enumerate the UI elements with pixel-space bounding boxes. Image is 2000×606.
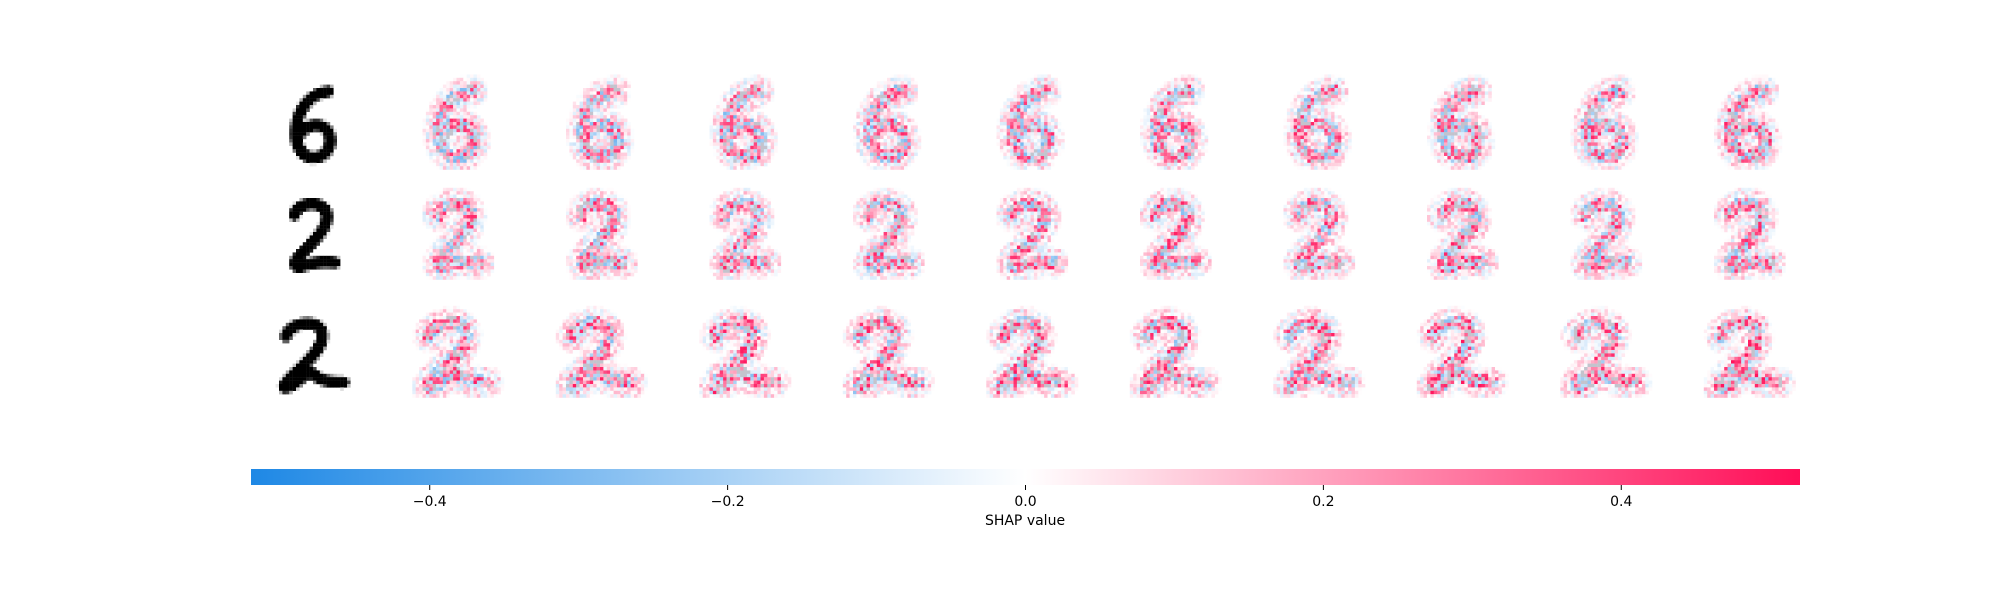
shap-explanation-image xyxy=(709,187,782,280)
shap-explanation-image xyxy=(1560,305,1653,398)
shap-explanation-image xyxy=(1129,305,1222,398)
shap-explanation-image xyxy=(1427,187,1499,280)
input-digit-image xyxy=(289,198,341,273)
shap-explanation-image xyxy=(1283,187,1356,280)
shap-explanation-image xyxy=(996,187,1069,280)
colorbar-label: SHAP value xyxy=(985,513,1065,529)
colorbar-tick-label: 0.2 xyxy=(1312,494,1334,510)
shap-explanation-image xyxy=(1273,305,1366,398)
shap-explanation-image xyxy=(842,305,935,398)
shap-explanation-image xyxy=(986,305,1079,398)
input-digit-image xyxy=(289,84,337,167)
shap-explanation-image xyxy=(1283,74,1352,170)
shap-explanation-image xyxy=(853,74,922,170)
colorbar-tick-label: −0.2 xyxy=(711,494,745,510)
shap-explanation-image xyxy=(1140,187,1212,280)
shap-explanation-image xyxy=(1570,74,1639,170)
shap-explanation-image xyxy=(422,187,495,280)
shap-explanation-image xyxy=(555,305,648,398)
shap-explanation-image xyxy=(1703,305,1796,398)
shap-explanation-image xyxy=(853,187,925,280)
shap-explanation-image xyxy=(1714,74,1783,170)
shap-explanation-image xyxy=(1427,74,1496,170)
shap-explanation-image xyxy=(412,305,505,398)
shap-explanation-image xyxy=(422,74,491,170)
shap-explanation-image xyxy=(699,305,792,398)
colorbar-tick-label: 0.4 xyxy=(1610,494,1632,510)
colorbar-tick-label: −0.4 xyxy=(413,494,447,510)
shap-explanation-image xyxy=(709,74,778,170)
colorbar: −0.4 −0.2 0.0 0.2 0.4 SHAP value xyxy=(251,469,1800,529)
shap-explanation-image xyxy=(1714,187,1786,280)
shap-explanation-image xyxy=(1140,74,1209,170)
colorbar-bar xyxy=(251,469,1800,485)
image-grid xyxy=(275,74,1796,398)
shap-explanation-image xyxy=(1570,187,1643,280)
shap-explanation-image xyxy=(1416,305,1509,398)
input-digit-image xyxy=(275,316,351,395)
colorbar-tick-label: 0.0 xyxy=(1014,494,1036,510)
colorbar-ticks: −0.4 −0.2 0.0 0.2 0.4 xyxy=(413,485,1632,510)
shap-explanation-image xyxy=(566,187,638,280)
shap-explanation-image xyxy=(996,74,1065,170)
shap-explanation-image xyxy=(566,74,635,170)
